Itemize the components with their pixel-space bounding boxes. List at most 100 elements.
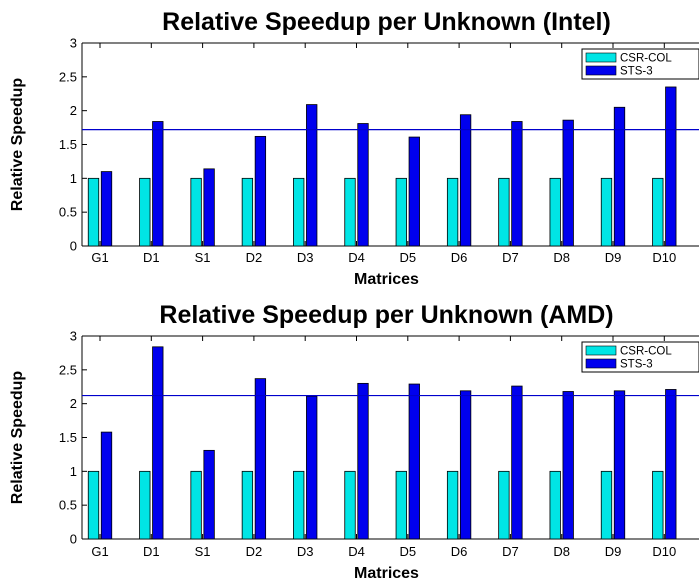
y-tick-label: 1 bbox=[70, 171, 77, 186]
bar bbox=[549, 470, 561, 540]
x-tick-label: D7 bbox=[502, 544, 519, 559]
y-tick-label: 1.5 bbox=[59, 430, 77, 445]
x-tick-label: D4 bbox=[348, 544, 365, 559]
bar bbox=[408, 136, 420, 247]
bar bbox=[293, 470, 305, 540]
bar bbox=[344, 177, 356, 247]
x-tick-label: D10 bbox=[652, 544, 676, 559]
bar bbox=[665, 86, 677, 247]
bar bbox=[459, 390, 472, 540]
bar bbox=[139, 177, 151, 247]
x-tick-label: D3 bbox=[297, 250, 314, 265]
y-tick-label: 0 bbox=[70, 239, 77, 254]
bar bbox=[446, 470, 459, 540]
x-tick-label: G1 bbox=[91, 250, 108, 265]
y-tick-label: 1 bbox=[70, 464, 77, 479]
x-tick-label: D9 bbox=[605, 544, 622, 559]
bar bbox=[190, 470, 202, 540]
series-sts-3 bbox=[100, 346, 677, 540]
x-axis-label: Matrices bbox=[354, 565, 419, 582]
bar bbox=[203, 449, 215, 540]
y-tick-label: 2 bbox=[70, 396, 77, 411]
bar bbox=[511, 385, 523, 540]
legend-label: CSR-COL bbox=[620, 53, 672, 65]
bar bbox=[241, 470, 254, 540]
bar bbox=[665, 389, 677, 540]
x-tick-label: D9 bbox=[605, 250, 622, 265]
x-tick-label: D2 bbox=[246, 544, 263, 559]
chart-title: Relative Speedup per Unknown (Intel) bbox=[162, 8, 611, 36]
bar bbox=[652, 177, 664, 247]
series-csr-col bbox=[87, 177, 664, 247]
x-tick-label: D10 bbox=[652, 250, 676, 265]
x-tick-label: D1 bbox=[143, 544, 160, 559]
y-axis-label: Relative Speedup bbox=[9, 371, 26, 505]
bar bbox=[306, 395, 318, 540]
legend-label: STS-3 bbox=[620, 359, 653, 371]
bar bbox=[459, 114, 472, 247]
series-csr-col bbox=[87, 470, 664, 540]
x-tick-label: D5 bbox=[399, 544, 416, 559]
bar bbox=[549, 177, 561, 247]
x-tick-label: D8 bbox=[553, 544, 570, 559]
x-tick-label: D7 bbox=[502, 250, 519, 265]
x-tick-label: D5 bbox=[399, 250, 416, 265]
legend-label: CSR-COL bbox=[620, 346, 672, 358]
x-tick-label: D6 bbox=[451, 544, 468, 559]
bar bbox=[395, 470, 407, 540]
x-tick-label: D1 bbox=[143, 250, 160, 265]
bar bbox=[100, 431, 113, 540]
y-tick-label: 2.5 bbox=[59, 69, 77, 84]
y-tick-label: 3 bbox=[70, 36, 77, 51]
x-tick-label: S1 bbox=[195, 250, 211, 265]
bar bbox=[306, 104, 318, 247]
y-tick-label: 2 bbox=[70, 103, 77, 118]
bar bbox=[254, 378, 267, 540]
legend-label: STS-3 bbox=[620, 66, 653, 78]
y-tick-label: 0.5 bbox=[59, 498, 77, 513]
bar bbox=[254, 135, 267, 247]
series-sts-3 bbox=[100, 86, 677, 247]
bar bbox=[139, 470, 151, 540]
x-tick-label: S1 bbox=[195, 544, 211, 559]
y-tick-label: 0.5 bbox=[59, 205, 77, 220]
bar bbox=[293, 177, 305, 247]
bar bbox=[87, 470, 100, 540]
x-tick-label: D3 bbox=[297, 544, 314, 559]
bar bbox=[100, 171, 113, 247]
y-tick-label: 2.5 bbox=[59, 362, 77, 377]
legend-swatch-sts-3 bbox=[585, 65, 617, 76]
legend-swatch-csr-col bbox=[585, 52, 617, 63]
x-tick-label: D6 bbox=[451, 250, 468, 265]
x-axis-label: Matrices bbox=[354, 271, 419, 288]
bar bbox=[600, 177, 613, 247]
legend-swatch-csr-col bbox=[585, 345, 617, 356]
bar bbox=[613, 390, 626, 540]
x-tick-label: D2 bbox=[246, 250, 263, 265]
y-tick-label: 3 bbox=[70, 329, 77, 344]
chart-panel-2: Relative Speedup per Unknown (AMD) 0 0.5 1 1… bbox=[9, 301, 699, 582]
bar bbox=[600, 470, 613, 540]
chart-title: Relative Speedup per Unknown (AMD) bbox=[159, 301, 613, 329]
bar bbox=[498, 470, 510, 540]
legend-swatch-sts-3 bbox=[585, 358, 617, 369]
bar bbox=[357, 123, 369, 247]
x-tick-label: D8 bbox=[553, 250, 570, 265]
x-tick-label: G1 bbox=[91, 544, 108, 559]
bar bbox=[152, 346, 164, 540]
bar bbox=[408, 383, 420, 540]
bar bbox=[652, 470, 664, 540]
bar bbox=[152, 121, 164, 247]
bar bbox=[344, 470, 356, 540]
bar bbox=[357, 382, 369, 540]
bar bbox=[87, 177, 100, 247]
x-tick-label: D4 bbox=[348, 250, 365, 265]
bar bbox=[511, 121, 523, 247]
bar bbox=[562, 119, 574, 247]
y-tick-label: 0 bbox=[70, 532, 77, 547]
y-axis-label: Relative Speedup bbox=[9, 78, 26, 212]
bar bbox=[190, 177, 202, 247]
